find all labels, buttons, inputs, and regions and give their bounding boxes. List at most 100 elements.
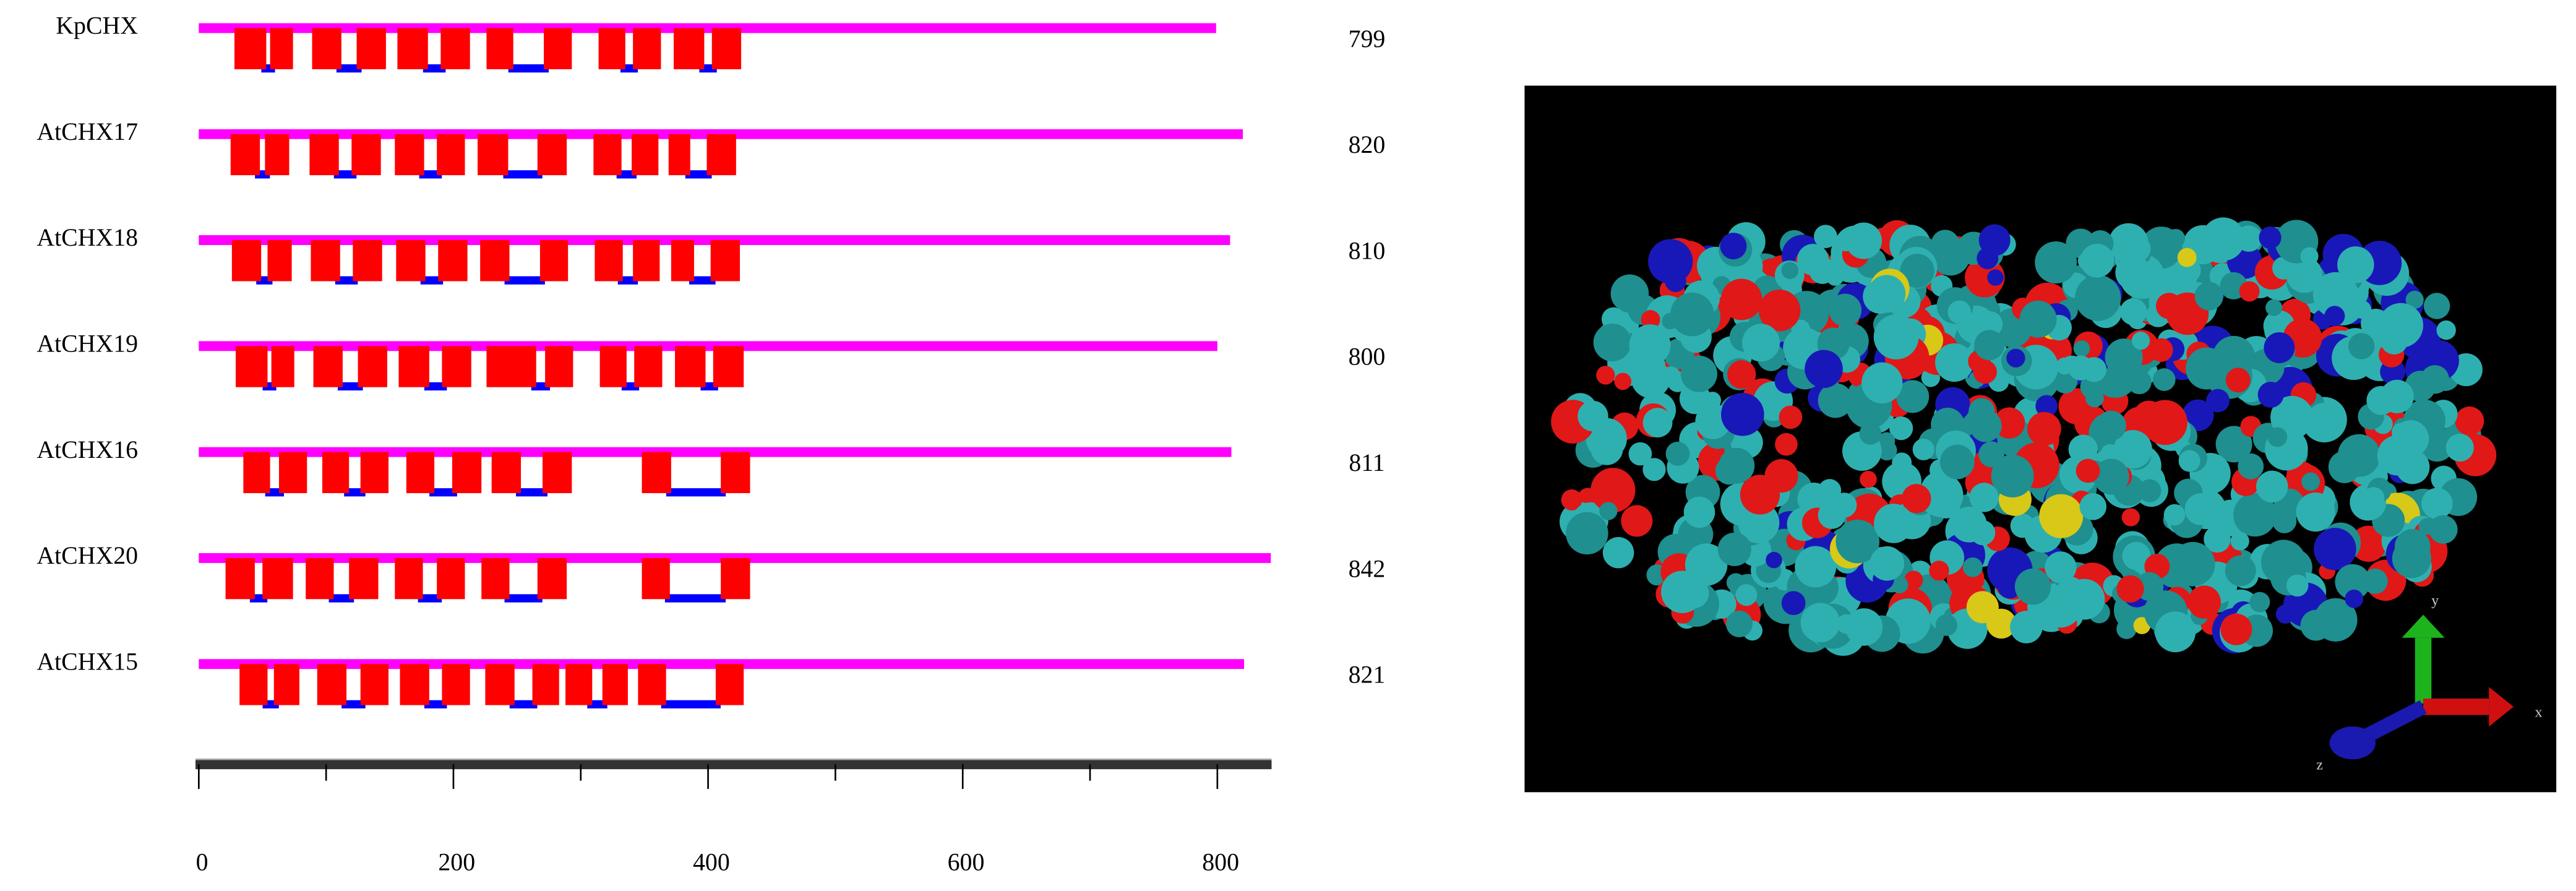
inside-loop: [503, 170, 543, 179]
surface-atom: [2027, 411, 2061, 446]
helix: [715, 664, 744, 705]
surface-atom: [2215, 426, 2252, 463]
inside-loop: [587, 700, 608, 708]
helix: [544, 28, 572, 69]
surface-atom: [1704, 392, 1722, 409]
surface-atom: [1661, 570, 1704, 613]
helix: [543, 452, 572, 494]
surface-atom: [1891, 576, 1908, 594]
inside-loop: [333, 170, 357, 179]
surface-atom: [1781, 591, 1806, 616]
surface-atom: [2306, 402, 2342, 438]
protein-length: 799: [1349, 25, 1386, 53]
helix: [442, 664, 470, 705]
helix: [313, 346, 343, 387]
surface-atom: [1578, 400, 1608, 432]
helix: [671, 240, 694, 282]
surface-atom: [2225, 368, 2251, 393]
surface-atom: [2096, 410, 2126, 441]
surface-atom: [2421, 488, 2453, 519]
y-axis-head: [2402, 614, 2445, 638]
surface-atom: [1836, 614, 1857, 634]
surface-atom: [2068, 434, 2098, 464]
surface-atom: [1685, 543, 1728, 586]
inside-loop: [337, 382, 363, 391]
surface-atom: [2366, 385, 2396, 415]
helix: [437, 557, 465, 600]
surface-atom: [2122, 541, 2151, 570]
surface-atom: [1845, 222, 1883, 259]
surface-atom: [1860, 470, 1877, 488]
surface-atom: [1978, 224, 2011, 256]
surface-atom: [1725, 610, 1753, 637]
helix: [262, 557, 293, 600]
surface-atom: [1889, 416, 1913, 441]
surface-atom: [1970, 520, 1996, 546]
surface-atom: [1962, 557, 1983, 577]
surface-atom: [1596, 366, 1615, 385]
helix: [675, 346, 706, 387]
surface-atom: [1896, 380, 1930, 413]
surface-atom: [2286, 256, 2322, 293]
surface-atom: [2264, 332, 2295, 363]
helix: [395, 557, 423, 600]
surface-atom: [1965, 257, 2005, 298]
surface-atom: [1931, 489, 1961, 519]
helix: [267, 240, 292, 282]
protein-length: 821: [1349, 661, 1386, 689]
helix: [537, 134, 567, 176]
surface-atom: [2230, 532, 2249, 551]
surface-atom: [1602, 536, 1634, 569]
surface-atom: [1969, 483, 1999, 512]
surface-atom: [1940, 444, 1975, 480]
surface-atom: [1740, 475, 1780, 515]
surface-atom: [2256, 470, 2288, 503]
surface-atom: [2170, 541, 2215, 587]
inside-loop: [516, 488, 547, 497]
surface-atom: [1599, 502, 1618, 520]
surface-atom: [2079, 493, 2107, 520]
surface-atom: [2073, 340, 2090, 357]
surface-atom: [1614, 372, 1632, 390]
helix: [236, 346, 268, 387]
surface-atom: [1847, 532, 1866, 551]
protein-length: 820: [1349, 131, 1386, 158]
surface-atom: [1735, 584, 1758, 606]
surface-atom: [1717, 532, 1751, 566]
inside-loop: [504, 594, 543, 603]
inside-loop: [689, 276, 716, 285]
axis-label: y: [2431, 593, 2439, 609]
surface-atom: [2377, 435, 2418, 476]
surface-atom: [1628, 442, 1652, 466]
helix: [713, 346, 744, 387]
inside-loop: [341, 700, 366, 708]
surface-atom: [1758, 289, 1801, 332]
inside-loop: [616, 170, 637, 179]
surface-atom: [1797, 244, 1829, 276]
surface-atom: [1978, 441, 2005, 468]
surface-atom: [2206, 389, 2230, 413]
surface-atom: [1902, 484, 1931, 514]
helix: [239, 664, 268, 705]
surface-atom: [2296, 492, 2335, 532]
inside-loop: [344, 488, 366, 497]
surface-atom: [2257, 381, 2284, 408]
surface-atom: [1977, 311, 2003, 337]
surface-atom: [1861, 362, 1903, 404]
helix: [358, 346, 387, 387]
helix: [632, 134, 659, 176]
axis-label: x: [2535, 704, 2543, 720]
surface-atom: [1680, 355, 1717, 392]
inside-loop: [418, 594, 442, 603]
surface-atom: [1826, 269, 1844, 286]
surface-atom: [2259, 226, 2282, 249]
surface-atom: [2138, 479, 2162, 502]
protein-name: AtCHX20: [36, 542, 138, 569]
inside-loop: [661, 700, 721, 708]
protein-name: KpCHX: [56, 12, 138, 40]
surface-atom: [1720, 278, 1762, 321]
helix: [486, 28, 513, 69]
surface-atom: [2260, 540, 2306, 585]
